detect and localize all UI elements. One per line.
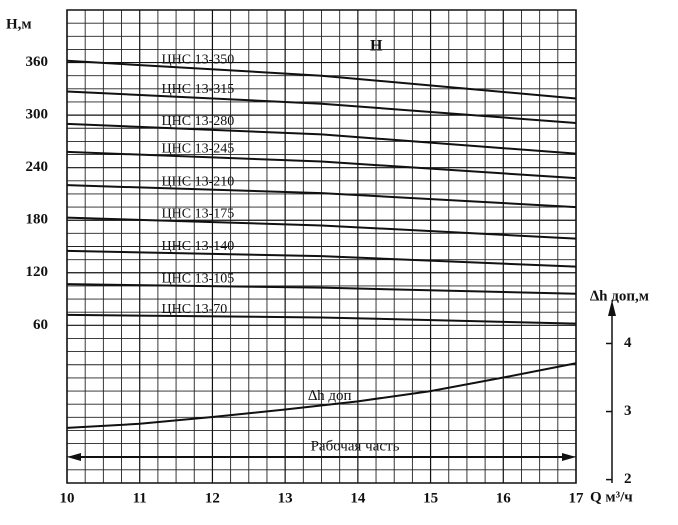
x-tick-label: 12 [205, 490, 220, 506]
series-label: ЦНС 13-280 [162, 114, 235, 129]
plot-frame [66, 9, 577, 484]
series-label: ∆h доп [308, 388, 352, 404]
x-tick-label: 16 [496, 490, 512, 506]
series-label: ЦНС 13-175 [162, 207, 235, 222]
annotation: H [370, 38, 383, 55]
x-tick-label: 15 [423, 490, 438, 506]
series-line [66, 122, 577, 155]
series-label: ЦНС 13-210 [162, 174, 235, 189]
y-tick-label: 360 [26, 54, 49, 70]
series-line [66, 59, 577, 100]
label-bg [280, 437, 430, 455]
y-tick-label: 60 [33, 317, 48, 333]
series-line [66, 313, 577, 325]
y-axis-title: H,м [6, 16, 32, 32]
x-tick-label: 13 [278, 490, 293, 506]
series-line [66, 249, 577, 268]
y2-tick-label: 4 [624, 335, 632, 351]
series-line [66, 216, 577, 240]
x-tick-label: 10 [60, 490, 75, 506]
y-tick-label: 300 [26, 107, 49, 123]
y-tick-label: 120 [26, 264, 49, 280]
y-tick-label: 180 [26, 212, 49, 228]
series-label: ЦНС 13-315 [162, 82, 235, 97]
x-axis-title: Q м³/ч [590, 489, 633, 505]
y2-axis-title: ∆h доп,м [590, 288, 649, 304]
y-tick-label: 240 [26, 159, 49, 175]
series-label: ЦНС 13-140 [162, 239, 235, 254]
series-line [66, 283, 577, 295]
series-line [66, 362, 577, 429]
x-tick-label: 17 [569, 490, 585, 506]
y2-axis-arrow [608, 300, 616, 316]
series-label: ЦНС 13-245 [162, 142, 235, 157]
series-label: ЦНС 13-350 [162, 53, 235, 68]
series-line [66, 90, 577, 124]
annotation: Рабочая часть [311, 438, 400, 454]
y2-tick-label: 3 [624, 403, 632, 419]
series-label: ЦНС 13-105 [162, 272, 235, 287]
y2-tick-label: 2 [624, 471, 632, 487]
series-label: ЦНС 13-70 [162, 302, 228, 317]
series-line [66, 150, 577, 180]
x-tick-label: 14 [350, 490, 366, 506]
series-line [66, 184, 577, 209]
x-tick-label: 11 [133, 490, 147, 506]
